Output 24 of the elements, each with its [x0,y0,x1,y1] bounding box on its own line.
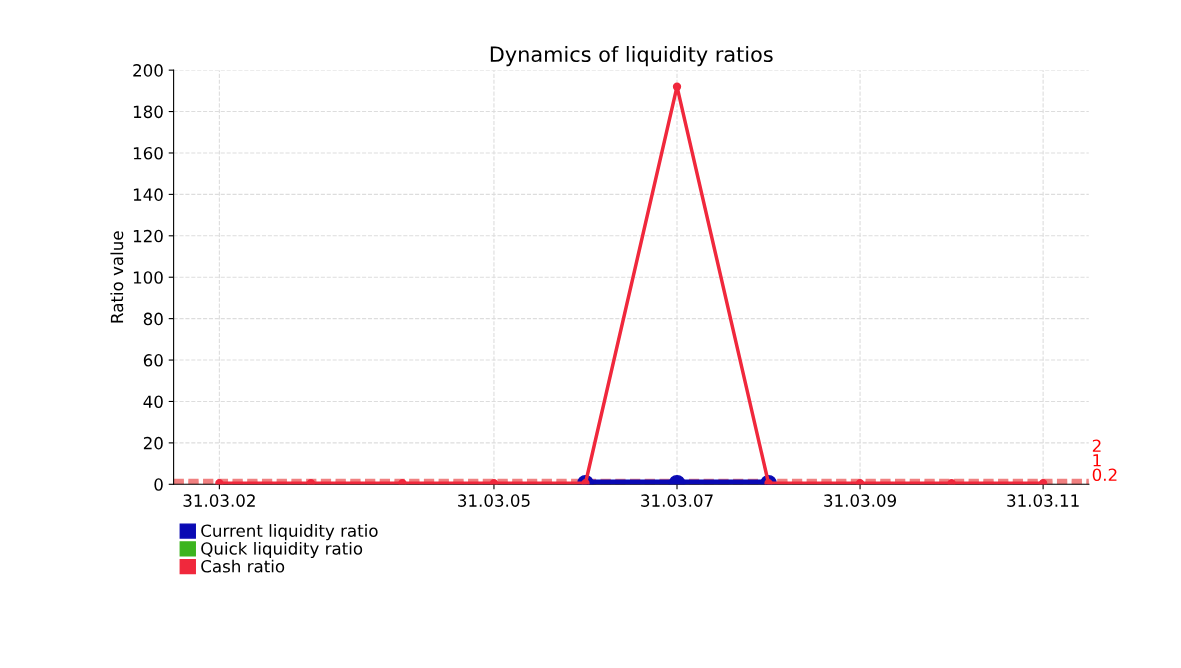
y-tick-label: 100 [133,271,163,284]
y-tick-label: 160 [133,146,163,160]
x-tick-label: 31.03.11 [1007,494,1079,507]
ref-line-label: 2 [1092,439,1101,452]
y-tick-label: 60 [143,354,163,367]
y-tick-label: 140 [133,188,163,201]
x-tick-label: 31.03.07 [641,494,713,507]
y-tick-label: 120 [133,229,163,243]
legend-label: Quick liquidity ratio [201,541,363,559]
y-tick-label: 80 [143,312,163,326]
y-axis-title: Ratio value [110,231,124,323]
y-tick-label: 20 [143,436,163,450]
ref-line-label: 1 [1093,454,1101,467]
y-tick-label: 40 [143,395,163,409]
legend-label: Current liquidity ratio [201,524,378,541]
y-tick-label: 0 [154,478,163,491]
ref-line-label: 0.2 [1092,468,1117,482]
chart-title: Dynamics of liquidity ratios [490,45,773,67]
y-tick-label: 200 [133,64,163,77]
legend-label: Cash ratio [201,559,285,573]
x-tick-label: 31.03.09 [824,494,896,507]
y-tick-label: 180 [133,105,163,119]
x-tick-label: 31.03.05 [458,494,530,507]
x-tick-label: 31.03.02 [183,494,255,507]
